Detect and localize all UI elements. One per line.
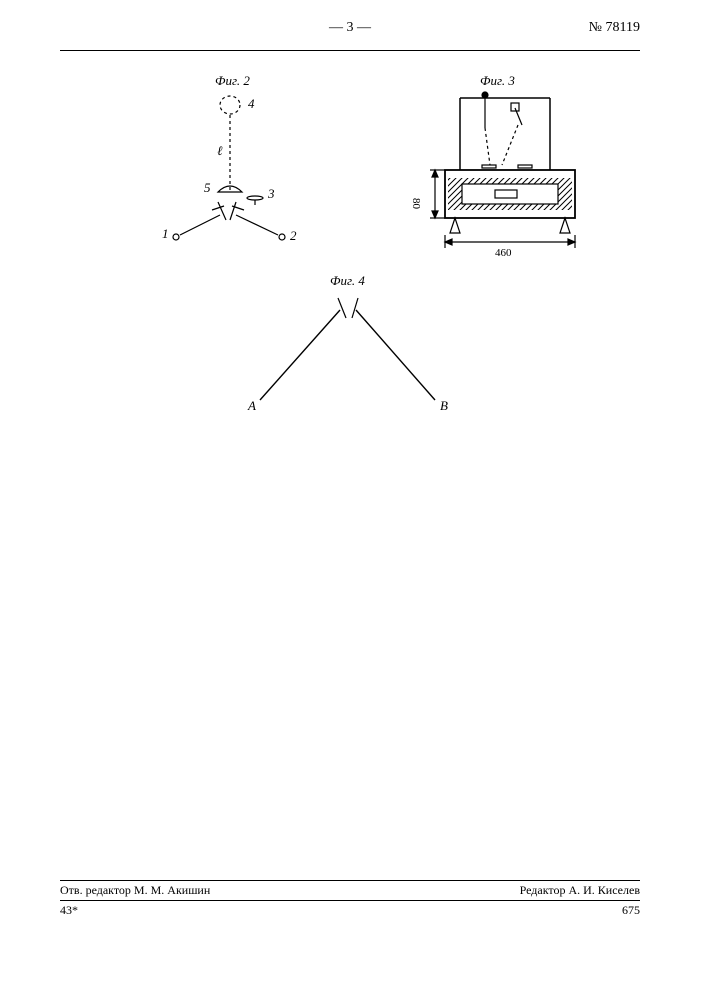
footer-page-number: 675 xyxy=(622,903,640,918)
figure-2: Фиг. 2 4 ℓ 5 3 1 2 xyxy=(140,70,320,260)
figure-3: Фиг. 3 80 xyxy=(390,70,610,270)
fig3-dim-w: 460 xyxy=(495,247,512,259)
editor: Редактор А. И. Киселев xyxy=(520,883,640,898)
fig2-label-1: 1 xyxy=(162,226,169,241)
fig2-title: Фиг. 2 xyxy=(215,73,250,88)
fig2-label-3: 3 xyxy=(267,186,275,201)
page-footer: Отв. редактор М. М. Акишин Редактор А. И… xyxy=(60,880,640,920)
fig2-label-2: 2 xyxy=(290,228,297,243)
figure-4: Фиг. 4 A B xyxy=(210,270,490,430)
fig3-dim-h: 80 xyxy=(410,198,422,210)
responsible-editor: Отв. редактор М. М. Акишин xyxy=(60,883,210,898)
document-number: № 78119 xyxy=(589,20,640,36)
footer-code: 43* xyxy=(60,903,78,918)
fig4-title: Фиг. 4 xyxy=(330,273,365,288)
fig4-label-b: B xyxy=(440,398,448,413)
page-header: — 3 — № 78119 xyxy=(60,20,640,51)
page-number-center: — 3 — xyxy=(329,20,371,36)
fig4-label-a: A xyxy=(247,398,256,413)
fig2-label-5: 5 xyxy=(204,180,211,195)
fig2-label-line: ℓ xyxy=(217,143,223,158)
fig2-label-4: 4 xyxy=(248,96,255,111)
fig3-title: Фиг. 3 xyxy=(480,73,515,88)
